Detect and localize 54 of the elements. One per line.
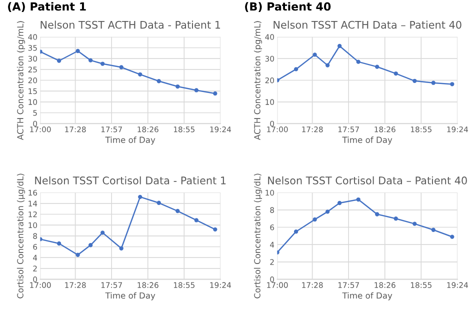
point (119, 246, 124, 250)
point (119, 65, 124, 70)
point (356, 60, 360, 64)
x-axis-title: Time of Day (105, 136, 156, 145)
point (176, 208, 180, 214)
point (213, 227, 218, 232)
point (100, 62, 105, 66)
point (312, 217, 317, 222)
point (194, 218, 198, 222)
point (356, 197, 360, 202)
point (375, 212, 380, 216)
point (325, 210, 330, 214)
chart-title: Nelson TSST Cortisol Data - Patient 1 (35, 176, 226, 184)
y-axis-title: Cortisol Concentration (µg/dL) (16, 174, 26, 298)
point (138, 72, 142, 76)
point (412, 78, 417, 83)
point (176, 84, 180, 89)
point (100, 230, 105, 235)
text: (A) Patient 1 (8, 2, 86, 12)
point (88, 243, 93, 248)
point (338, 44, 342, 48)
point (138, 194, 142, 200)
point (213, 91, 218, 96)
point (431, 80, 436, 85)
point (412, 222, 417, 226)
point (312, 52, 317, 57)
point (194, 88, 198, 92)
x-axis-title: Time of Day (342, 136, 392, 145)
y-axis-title: Cortisol Concentration (µg/dL) (254, 174, 262, 298)
point (156, 79, 161, 84)
point (325, 63, 330, 68)
text: (B) Patient 40 (245, 2, 331, 12)
point (431, 228, 436, 232)
x-axis-title: Time of Day (105, 292, 156, 300)
point (394, 216, 398, 221)
point (450, 234, 454, 239)
point (56, 241, 62, 246)
y-axis-title: ACTH Concentration (pg/mL) (16, 21, 26, 140)
point (88, 58, 93, 62)
point (56, 58, 62, 63)
chart-title: Nelson TSST Cortisol Data – Patient 40 (268, 176, 467, 184)
point (338, 200, 342, 206)
point (394, 71, 398, 76)
point (450, 82, 454, 86)
point (375, 64, 380, 69)
chart-title: Nelson TSST ACTH Data – Patient 40 (274, 20, 462, 29)
point (294, 230, 298, 234)
y-axis-title: ACTH Concentration (pg/mL) (254, 21, 262, 140)
point (156, 200, 161, 205)
point (294, 67, 298, 72)
x-axis-title: Time of Day (342, 292, 392, 300)
point (76, 48, 80, 54)
chart-title: Nelson TSST ACTH Data - Patient 1 (40, 20, 220, 29)
point (76, 252, 80, 257)
